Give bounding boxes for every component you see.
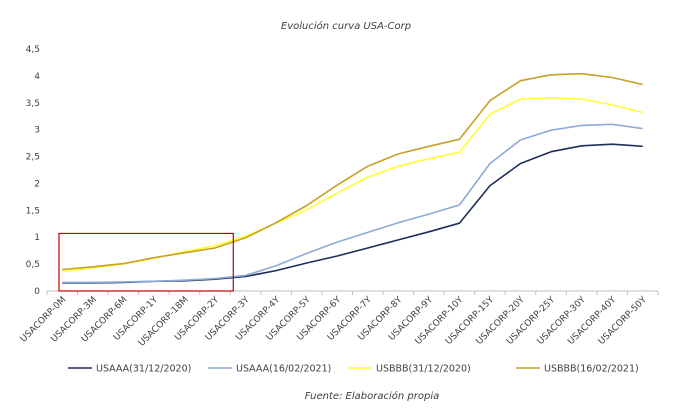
- legend: USAAA(31/12/2020) USAAA(16/02/2021) USBBB(…: [68, 364, 639, 375]
- y-tick-label: 4: [34, 72, 40, 82]
- y-tick-label: 0,5: [26, 260, 40, 270]
- y-axis: 0 0,5 1 1,5 2 2,5 3 3,5 4 4,5: [26, 45, 41, 297]
- legend-label: USAAA(16/02/2021): [236, 364, 331, 375]
- highlight-box: [58, 232, 234, 292]
- highlight-layer: [58, 232, 234, 292]
- y-tick-label: 1,5: [26, 206, 40, 216]
- series-layer: [62, 72, 643, 284]
- series-line-3: [62, 97, 643, 273]
- series-line-1: [62, 143, 643, 284]
- chart-title: Evolución curva USA-Corp: [281, 20, 411, 32]
- series-line-4: [62, 72, 643, 271]
- y-tick-label: 3,5: [26, 99, 40, 109]
- y-tick-label: 2,5: [26, 153, 40, 163]
- y-tick-label: 0: [34, 287, 40, 297]
- y-tick-label: 1: [34, 233, 40, 243]
- y-tick-label: 3: [34, 126, 40, 136]
- y-tick-label: 4,5: [26, 45, 40, 55]
- series-line-2: [62, 123, 643, 284]
- source-note: Fuente: Elaboración propia: [305, 390, 439, 402]
- x-axis: USACORP-0MUSACORP-3MUSACORP-6MUSACORP-1Y…: [19, 290, 659, 349]
- legend-label: USAAA(31/12/2020): [96, 364, 191, 375]
- legend-label: USBBB(31/12/2020): [376, 364, 471, 375]
- y-tick-label: 2: [34, 179, 40, 189]
- legend-label: USBBB(16/02/2021): [544, 364, 639, 375]
